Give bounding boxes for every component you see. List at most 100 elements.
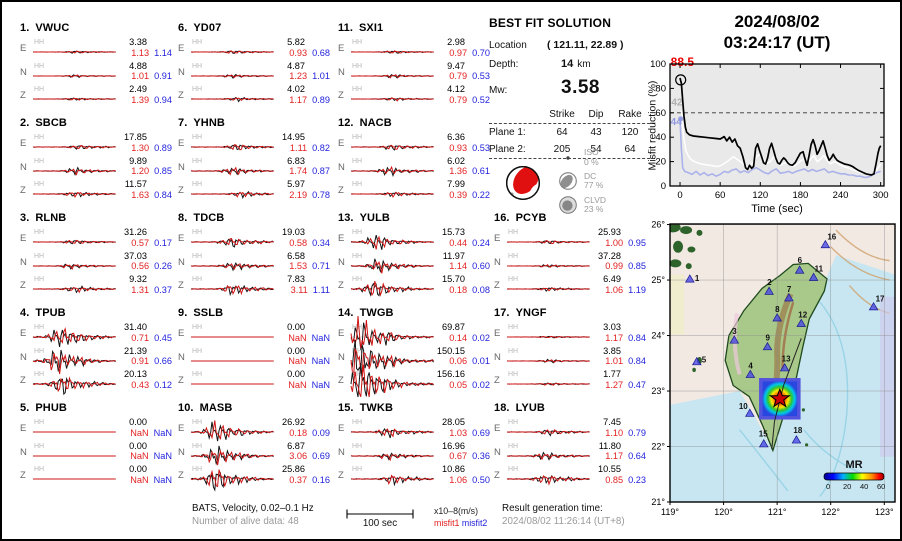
misfit-chart-ylabel: Misfit reduction (%) [646, 80, 659, 171]
waveform-PCYB-E: HH [506, 229, 591, 245]
station-code: YHNB [193, 117, 225, 129]
misfit1-value: 0.79 [449, 71, 468, 81]
svg-text:120: 120 [752, 190, 768, 201]
station-marker-8 [772, 313, 782, 322]
component-label: E [20, 43, 27, 54]
waveform-TWKB-E: HH [350, 419, 435, 439]
station-number: 7. [178, 117, 188, 129]
amplitude-unit-legend: x10–8(m/s) misfit1 misfit2 [434, 505, 487, 529]
plane2-rake: 64 [624, 144, 636, 155]
channel-values: 5.97 2.19 0.78 [275, 178, 330, 200]
channel-values: 10.86 1.06 0.50 [435, 463, 490, 485]
component-label: Z [338, 90, 344, 101]
channel-values: 6.49 1.06 1.19 [591, 273, 646, 295]
channel-row-E: E HH 2.98 0.97 0.70 [338, 36, 490, 60]
channel-values: 25.86 0.37 0.16 [275, 463, 330, 485]
svg-text:60: 60 [715, 190, 726, 201]
svg-text:HH: HH [352, 253, 362, 260]
channel-values: 37.28 0.99 0.85 [591, 250, 646, 272]
station-number: 15. [338, 402, 354, 414]
peak-amplitude: 9.89 [129, 155, 147, 166]
svg-text:HH: HH [34, 324, 44, 331]
channel-row-N: N HH 6.02 1.36 0.61 [338, 155, 490, 179]
channel-row-N: N HH 4.88 1.01 0.91 [20, 60, 172, 84]
channel-values: 7.45 1.10 0.79 [591, 416, 646, 438]
synthetic-trace [33, 50, 116, 54]
station-number: 17. [494, 307, 510, 319]
synthetic-trace [350, 280, 434, 297]
station-title: 13. YULB [338, 212, 490, 224]
map-lat-label: 21° [651, 497, 665, 507]
channel-values: 4.02 1.17 0.89 [275, 83, 330, 105]
misfit1-value: 3.11 [290, 284, 308, 295]
synthetic-trace [350, 348, 434, 376]
svg-text:HH: HH [192, 253, 202, 260]
svg-text:HH: HH [352, 466, 362, 473]
misfit1-value: 0.14 [449, 332, 468, 343]
misfit1-value: 2.19 [289, 189, 308, 200]
peak-amplitude: 6.36 [447, 132, 465, 142]
svg-text:HH: HH [352, 348, 362, 355]
waveform-YNGF-N: HH [506, 348, 591, 363]
peak-amplitude: 5.82 [287, 37, 305, 47]
station-title: 10. MASB [178, 402, 330, 414]
svg-text:40: 40 [655, 132, 666, 143]
channel-values: 11.97 1.14 0.60 [435, 250, 490, 272]
component-label: Z [178, 90, 184, 101]
waveform-SSLB-N: HH [191, 348, 275, 361]
station-code: TDCB [193, 212, 225, 224]
svg-text:HH: HH [34, 253, 44, 260]
component-label: Z [20, 470, 26, 481]
component-label: N [20, 66, 27, 78]
synthetic-trace [33, 73, 116, 78]
channel-row-Z: Z HH 7.83 3.11 1.11 [178, 273, 330, 297]
channel-row-E: E HH 3.38 1.13 1.14 [20, 36, 172, 60]
misfit1-legend: misfit1 [434, 518, 460, 528]
misfit2-value: 0.66 [154, 356, 172, 366]
station-marker-4 [745, 369, 756, 378]
svg-text:HH: HH [192, 348, 202, 355]
peak-amplitude: 0.00 [287, 369, 305, 379]
station-code: NACB [359, 117, 392, 129]
observed-trace [350, 428, 434, 439]
peak-amplitude: 6.83 [287, 155, 305, 166]
misfit1-value: 1.31 [131, 284, 150, 295]
misfit2-value: 0.85 [628, 261, 646, 271]
channel-values: 0.00 NaN NaN [117, 440, 172, 462]
observed-trace [351, 475, 434, 487]
misfit2-value: 0.91 [154, 71, 172, 81]
iso-pct: 0 % [584, 156, 599, 167]
channel-row-E: E HH 19.03 0.58 0.34 [178, 226, 330, 250]
peak-amplitude: 6.58 [287, 250, 305, 261]
svg-text:HH: HH [192, 466, 202, 473]
epicenter-star [768, 387, 791, 408]
waveform-SXI1-E: HH [351, 39, 435, 54]
peak-amplitude: 26.92 [282, 417, 305, 427]
misfit1-value: 1.00 [605, 237, 624, 248]
station-code: MASB [199, 402, 233, 414]
peak-amplitude: 7.83 [287, 274, 305, 284]
svg-text:HH: HH [352, 158, 362, 165]
channel-row-N: N HH 6.83 1.74 0.87 [178, 155, 330, 179]
station-code: SBCB [35, 117, 67, 129]
observed-trace [190, 445, 274, 466]
misfit2-value: 1.19 [628, 284, 646, 295]
channel-values: 5.82 0.93 0.68 [275, 36, 330, 58]
station-block-TWKB: 15. TWKB E HH 28.05 1.03 0.69 N HH 16.96 0.67 0.36 Z… [338, 402, 490, 487]
misfit1-value: 1.30 [131, 142, 150, 153]
channel-row-E: E HH 3.03 1.17 0.84 [494, 321, 646, 345]
misfit2-value: 0.09 [312, 427, 330, 438]
channel-row-Z: Z HH 25.86 0.37 0.16 [178, 463, 330, 492]
station-block-YD07: 6. YD07 E HH 5.82 0.93 0.68 N HH 4.87 1.23 1.01 Z HH 4… [178, 22, 330, 107]
misfit2-value: 0.24 [472, 237, 490, 248]
misfit1-value: 1.17 [289, 94, 308, 105]
station-marker-label: 16 [827, 233, 836, 242]
channel-row-N: N HH 37.28 0.99 0.85 [494, 250, 646, 274]
waveform-LYUB-Z: HH [506, 466, 591, 486]
channel-row-N: N HH 6.58 1.53 0.71 [178, 250, 330, 274]
waveform-YHNB-E: HH [190, 134, 275, 151]
observed-trace [350, 339, 434, 372]
station-code: VWUC [35, 22, 70, 34]
channel-row-Z: Z HH 0.00 NaN NaN [20, 463, 172, 487]
time-scalebar [346, 509, 414, 519]
